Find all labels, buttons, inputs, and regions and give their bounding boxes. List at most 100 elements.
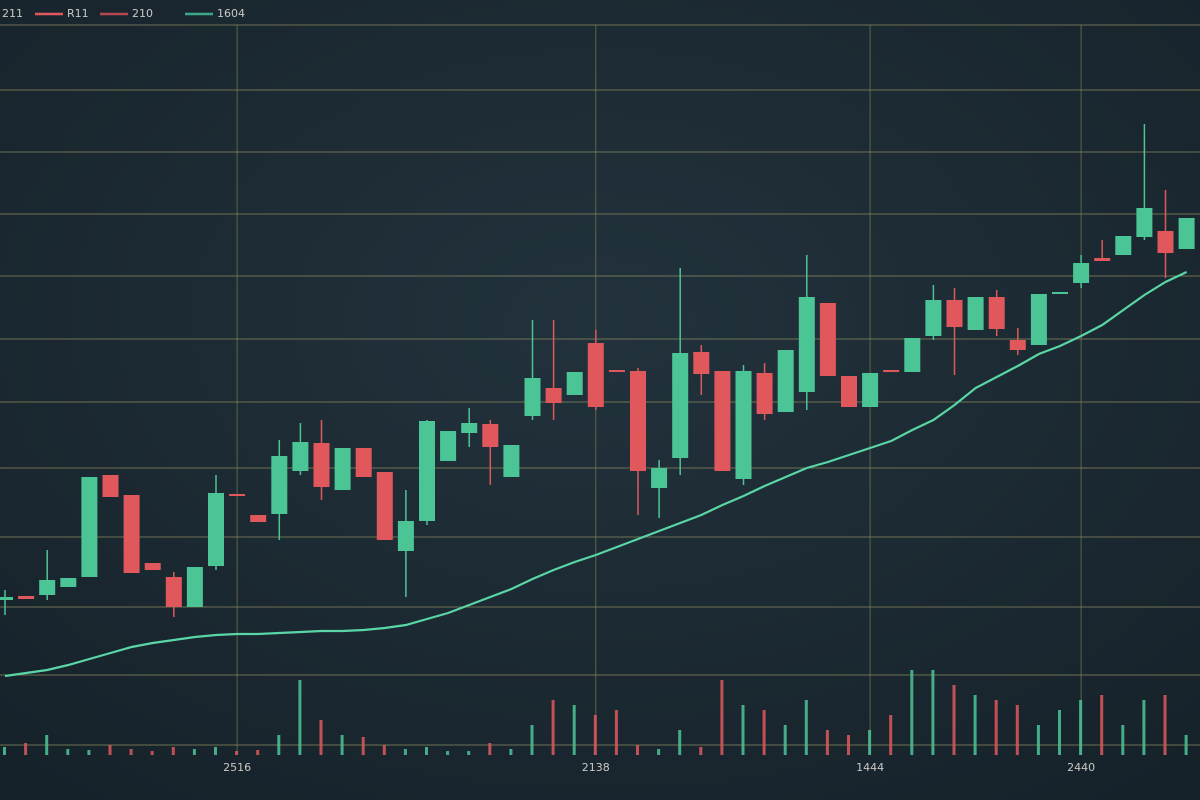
candle-body: [397, 521, 414, 551]
candle-body: [355, 448, 372, 477]
volume-bar: [614, 710, 618, 755]
candle-body: [693, 352, 710, 374]
volume-bar: [783, 725, 787, 755]
candle-body: [1094, 258, 1111, 261]
volume-bar: [572, 705, 576, 755]
candle-body: [81, 477, 98, 577]
candle-body: [0, 597, 13, 600]
legend-label: 211: [2, 7, 23, 20]
volume-bar: [1079, 700, 1083, 755]
volume-bar: [1163, 695, 1167, 755]
candle-body: [735, 371, 752, 479]
candle-body: [334, 448, 351, 490]
volume-bar: [1058, 710, 1061, 755]
candle-body: [271, 456, 288, 514]
candle-body: [566, 372, 583, 395]
x-tick-label: 2516: [223, 761, 251, 774]
x-tick-label: 1444: [856, 761, 884, 774]
candle-body: [587, 343, 604, 407]
volume-bar: [298, 680, 302, 755]
volume-bar: [192, 749, 196, 755]
volume-bar: [825, 730, 829, 755]
volume-bar: [3, 747, 6, 755]
volume-bar: [235, 751, 239, 755]
candle-body: [672, 353, 689, 458]
volume-bar: [699, 747, 703, 755]
candle-body: [608, 370, 625, 372]
moving-average-line: [4, 271, 1188, 678]
candle-body: [376, 472, 393, 540]
volume-bar: [361, 737, 365, 755]
candle-body: [102, 475, 119, 497]
legend-label: 210: [132, 7, 153, 20]
volume-bar: [741, 705, 745, 755]
candle-body: [1157, 231, 1174, 253]
candle-body: [1136, 208, 1153, 237]
candle-body: [208, 493, 224, 566]
volume-bar: [171, 747, 175, 755]
candle-body: [229, 494, 246, 496]
candle-body: [1073, 263, 1090, 283]
volume-bar: [150, 751, 154, 755]
volume-bar: [762, 710, 766, 755]
candle-body: [123, 495, 140, 573]
volume-bar: [804, 700, 808, 755]
volume-bar: [488, 743, 492, 755]
volume-bar: [1121, 725, 1125, 755]
candle-body: [756, 373, 773, 414]
volume-bar: [1036, 725, 1040, 755]
candle-body: [883, 370, 900, 372]
volume-bar: [24, 743, 28, 755]
volume-bar: [129, 749, 133, 755]
volume-bar: [1015, 705, 1019, 755]
volume-bar: [467, 751, 471, 755]
candle-body: [60, 578, 77, 587]
volume-bar: [214, 747, 217, 755]
candle-body: [419, 421, 435, 521]
volume-bar: [66, 749, 70, 755]
candle-body: [777, 350, 794, 412]
volume-bar: [847, 735, 850, 755]
volume-bar: [720, 680, 724, 755]
candle-body: [461, 423, 478, 433]
moving-average: [4, 271, 1188, 678]
candle-body: [18, 596, 35, 599]
candle-body: [313, 443, 330, 487]
volume-bar: [319, 720, 323, 755]
volume: [3, 670, 1188, 755]
volume-bar: [340, 735, 344, 755]
volume-bar: [678, 730, 682, 755]
candle-body: [165, 577, 182, 607]
volume-bar: [994, 700, 998, 755]
volume-bar: [1184, 735, 1188, 755]
volume-bar: [256, 750, 260, 755]
candle-body: [862, 373, 879, 407]
candle-body: [482, 424, 499, 447]
candle-body: [630, 371, 646, 471]
volume-bar: [277, 735, 281, 755]
candle-body: [1115, 236, 1132, 255]
legend-label: R11: [67, 7, 89, 20]
candle-body: [967, 297, 984, 330]
volume-bar: [530, 725, 534, 755]
volume-bar: [45, 735, 49, 755]
candle-body: [651, 468, 668, 488]
candle-body: [1178, 218, 1195, 249]
candle-body: [925, 300, 942, 336]
volume-bar: [931, 670, 935, 755]
volume-bar: [425, 747, 428, 755]
volume-bar: [868, 730, 872, 755]
x-tick-label: 2138: [582, 761, 610, 774]
candle-body: [292, 442, 309, 471]
volume-bar: [446, 751, 450, 755]
volume-bar: [551, 700, 555, 755]
volume-bar: [910, 670, 914, 755]
candle-body: [841, 376, 857, 407]
candle-body: [714, 371, 731, 471]
volume-bar: [1142, 700, 1146, 755]
candle-body: [988, 297, 1005, 329]
volume-bar: [108, 745, 112, 755]
candle-body: [798, 297, 815, 392]
